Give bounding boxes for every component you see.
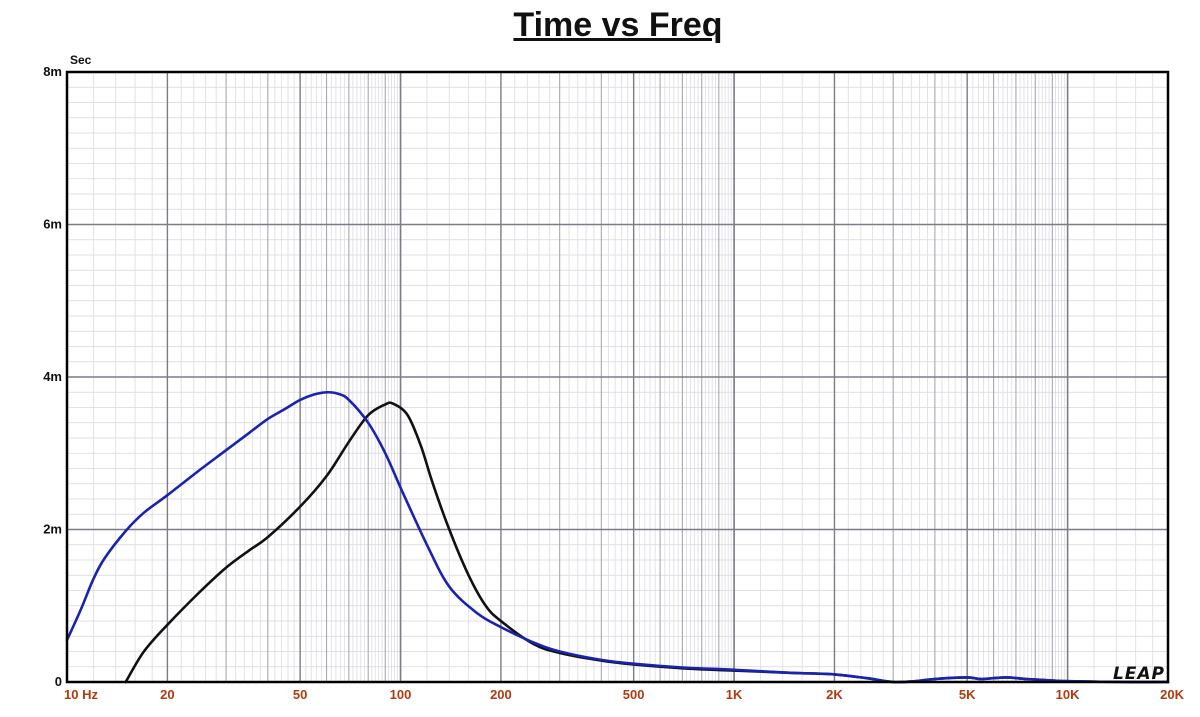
x-tick-label: 500 [623, 687, 645, 702]
x-tick-label: 20K [1160, 687, 1184, 702]
x-axis-ticks: 10 Hz 20 50 100 200 500 1K 2K 5K 10K 20K [64, 687, 1185, 702]
x-tick-label: 10 Hz [64, 687, 98, 702]
x-tick-label: 100 [390, 687, 412, 702]
y-tick-label: 6m [43, 217, 62, 232]
leap-logo: LEAP [1113, 664, 1165, 684]
x-tick-label: 50 [293, 687, 307, 702]
y-tick-label: 4m [43, 369, 62, 384]
x-tick-label: 20 [160, 687, 174, 702]
plot-frame [65, 70, 1170, 684]
y-tick-label: 2m [43, 522, 62, 537]
x-tick-label: 200 [490, 687, 512, 702]
y-axis-unit-label: Sec [70, 53, 92, 67]
y-tick-label: 8m [43, 64, 62, 79]
major-grid [66, 72, 1169, 682]
series-layer [65, 390, 1170, 684]
x-tick-label: 5K [959, 687, 976, 702]
x-tick-label: 10K [1056, 687, 1080, 702]
x-tick-label: 2K [826, 687, 843, 702]
chart-title: Time vs Freq [513, 6, 723, 44]
series-line-2 [65, 390, 1170, 684]
y-tick-label: 0 [55, 674, 62, 689]
y-axis-ticks: 0 2m 4m 6m 8m [43, 64, 62, 689]
x-tick-label: 1K [726, 687, 743, 702]
